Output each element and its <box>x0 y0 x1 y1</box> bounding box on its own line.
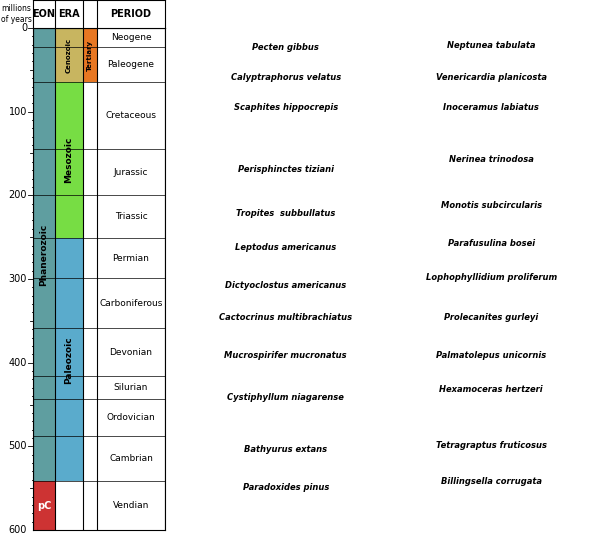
Text: Perisphinctes tiziani: Perisphinctes tiziani <box>237 166 334 174</box>
Text: Tertiary: Tertiary <box>87 40 93 71</box>
Text: 500: 500 <box>9 441 27 451</box>
Bar <box>33 482 55 530</box>
Text: Cambrian: Cambrian <box>109 455 153 463</box>
Text: 100: 100 <box>9 107 27 117</box>
Text: Carboniferous: Carboniferous <box>99 299 163 308</box>
Text: pC: pC <box>37 501 51 511</box>
Bar <box>55 82 83 238</box>
Text: Phanerozoic: Phanerozoic <box>40 224 48 286</box>
Text: Paradoxides pinus: Paradoxides pinus <box>242 484 329 492</box>
Text: Permian: Permian <box>113 253 149 263</box>
Bar <box>83 82 97 530</box>
Text: Neogene: Neogene <box>111 33 151 42</box>
Text: 400: 400 <box>9 358 27 367</box>
Text: Triassic: Triassic <box>114 212 147 221</box>
Text: Cactocrinus multibrachiatus: Cactocrinus multibrachiatus <box>219 314 353 322</box>
Bar <box>55 238 83 482</box>
Text: 600: 600 <box>9 525 27 535</box>
Text: Bathyurus extans: Bathyurus extans <box>244 444 327 454</box>
Text: Inoceramus labiatus: Inoceramus labiatus <box>443 103 539 112</box>
Text: Leptodus americanus: Leptodus americanus <box>235 244 337 252</box>
Text: Cenozoic: Cenozoic <box>66 38 72 73</box>
Bar <box>83 28 97 82</box>
Text: Silurian: Silurian <box>114 383 148 392</box>
Bar <box>33 28 55 482</box>
Text: Hexamoceras hertzeri: Hexamoceras hertzeri <box>439 386 543 394</box>
Text: Pecten gibbus: Pecten gibbus <box>252 44 319 53</box>
Text: ERA: ERA <box>58 9 80 19</box>
Text: Tetragraptus fruticosus: Tetragraptus fruticosus <box>436 441 547 450</box>
Text: Devonian: Devonian <box>110 348 152 357</box>
Text: Prolecanites gurleyi: Prolecanites gurleyi <box>444 314 539 322</box>
Bar <box>55 28 83 82</box>
Text: Jurassic: Jurassic <box>114 168 148 177</box>
Text: Paleogene: Paleogene <box>108 60 154 69</box>
Text: Dictyoclostus americanus: Dictyoclostus americanus <box>225 280 346 289</box>
Text: Mesozoic: Mesozoic <box>64 137 73 183</box>
Text: 300: 300 <box>9 274 27 284</box>
Text: Cretaceous: Cretaceous <box>105 111 157 121</box>
Text: Parafusulina bosei: Parafusulina bosei <box>448 238 535 247</box>
Text: Calyptraphorus velatus: Calyptraphorus velatus <box>231 74 341 82</box>
Text: Palmatolepus unicornis: Palmatolepus unicornis <box>436 350 547 359</box>
Text: Neptunea tabulata: Neptunea tabulata <box>447 40 536 49</box>
Text: PERIOD: PERIOD <box>111 9 152 19</box>
Text: Monotis subcircularis: Monotis subcircularis <box>441 201 542 209</box>
Text: EON: EON <box>32 9 56 19</box>
Text: Paleozoic: Paleozoic <box>64 336 73 384</box>
Text: Billingsella corrugata: Billingsella corrugata <box>441 478 542 486</box>
Text: Ordovician: Ordovician <box>106 413 155 422</box>
Text: Nerinea trinodosa: Nerinea trinodosa <box>449 155 534 165</box>
Text: Venericardia planicosta: Venericardia planicosta <box>436 74 547 82</box>
Text: Tropites  subbullatus: Tropites subbullatus <box>236 209 335 217</box>
Text: millions
of years: millions of years <box>1 4 32 24</box>
Text: Cystiphyllum niagarense: Cystiphyllum niagarense <box>227 393 344 402</box>
Text: Scaphites hippocrepis: Scaphites hippocrepis <box>234 103 338 112</box>
Text: 200: 200 <box>9 190 27 200</box>
Text: Lophophyllidium proliferum: Lophophyllidium proliferum <box>426 273 557 282</box>
Text: Mucrospirifer mucronatus: Mucrospirifer mucronatus <box>225 350 347 359</box>
Text: Vendian: Vendian <box>113 501 149 510</box>
Text: 0: 0 <box>21 23 27 33</box>
